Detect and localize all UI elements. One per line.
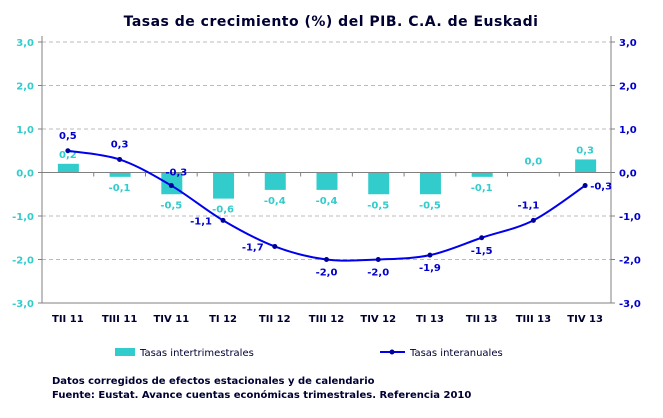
line-label: -1,7 xyxy=(242,242,264,253)
bar xyxy=(368,172,390,195)
line-point xyxy=(479,235,485,241)
bar xyxy=(57,163,79,173)
bar-label: 0,3 xyxy=(576,145,594,156)
bar-label: -0,6 xyxy=(212,205,234,216)
legend-line-marker xyxy=(389,349,395,355)
left-tick-label: 0,0 xyxy=(16,169,34,180)
line-point xyxy=(168,183,174,189)
right-tick-label: -2,0 xyxy=(619,256,641,267)
bar-label: -0,4 xyxy=(316,196,338,207)
line-label: -1,5 xyxy=(471,246,493,257)
right-tick-label: 3,0 xyxy=(619,38,637,49)
category-label: TIII 13 xyxy=(516,314,551,325)
bar xyxy=(109,172,131,177)
line-label: -1,9 xyxy=(419,263,441,274)
line-point xyxy=(220,217,226,223)
right-tick-label: 1,0 xyxy=(619,125,637,136)
chart-title: Tasas de crecimiento (%) del PIB. C.A. d… xyxy=(124,14,539,30)
right-tick-label: -3,0 xyxy=(619,299,641,310)
right-tick-label: 0,0 xyxy=(619,169,637,180)
category-label: TI 13 xyxy=(416,314,444,325)
category-label: TIII 12 xyxy=(309,314,344,325)
category-label: TIII 11 xyxy=(102,314,137,325)
left-tick-label: 2,0 xyxy=(16,82,34,93)
bar-label: -0,5 xyxy=(367,200,389,211)
category-label: TI 12 xyxy=(209,314,237,325)
bar xyxy=(419,172,441,195)
bar-label: -0,5 xyxy=(419,200,441,211)
bar xyxy=(575,159,597,173)
right-tick-label: 2,0 xyxy=(619,82,637,93)
legend-bar-swatch xyxy=(115,348,135,356)
category-label: TIV 12 xyxy=(360,314,396,325)
bar-label: -0,5 xyxy=(160,200,182,211)
line-point xyxy=(324,257,329,262)
legend-bar-label: Tasas intertrimestrales xyxy=(139,348,254,359)
category-label: TII 13 xyxy=(466,314,498,325)
bar-label: 0,0 xyxy=(525,157,543,168)
line-label: -1,1 xyxy=(190,216,212,227)
category-label: TII 12 xyxy=(259,314,291,325)
line-label: -0,3 xyxy=(165,168,187,179)
line-point xyxy=(427,252,433,258)
line-point xyxy=(582,183,588,189)
line-label: 0,3 xyxy=(111,139,129,150)
bar xyxy=(213,172,235,199)
line-label: -0,3 xyxy=(590,182,612,193)
legend-line-label: Tasas interanuales xyxy=(409,348,503,359)
bar-label: -0,1 xyxy=(471,183,493,194)
left-tick-label: -3,0 xyxy=(12,299,34,310)
right-tick-label: -1,0 xyxy=(619,212,641,223)
line-point xyxy=(272,243,278,249)
line-label: 0,5 xyxy=(59,131,77,142)
line-label: -2,0 xyxy=(367,268,389,279)
bar xyxy=(471,172,493,177)
line-point xyxy=(375,257,381,262)
line-label: -2,0 xyxy=(316,268,338,279)
bar xyxy=(316,172,338,190)
line-point xyxy=(530,217,536,223)
category-label: TII 11 xyxy=(52,314,84,325)
category-label: TIV 13 xyxy=(567,314,603,325)
line-label: -1,1 xyxy=(517,200,539,211)
note-source: Fuente: Eustat. Avance cuentas económica… xyxy=(52,390,472,401)
left-tick-label: 3,0 xyxy=(16,38,34,49)
left-tick-label: -2,0 xyxy=(12,256,34,267)
bar xyxy=(264,172,286,190)
left-tick-label: -1,0 xyxy=(12,212,34,223)
left-tick-label: 1,0 xyxy=(16,125,34,136)
category-label: TIV 11 xyxy=(153,314,189,325)
bar-label: 0,2 xyxy=(59,150,77,161)
bar-label: -0,1 xyxy=(109,183,131,194)
bar-label: -0,4 xyxy=(264,196,286,207)
line-point xyxy=(117,156,123,162)
note-data: Datos corregidos de efectos estacionales… xyxy=(52,376,375,387)
line-point xyxy=(65,148,71,154)
